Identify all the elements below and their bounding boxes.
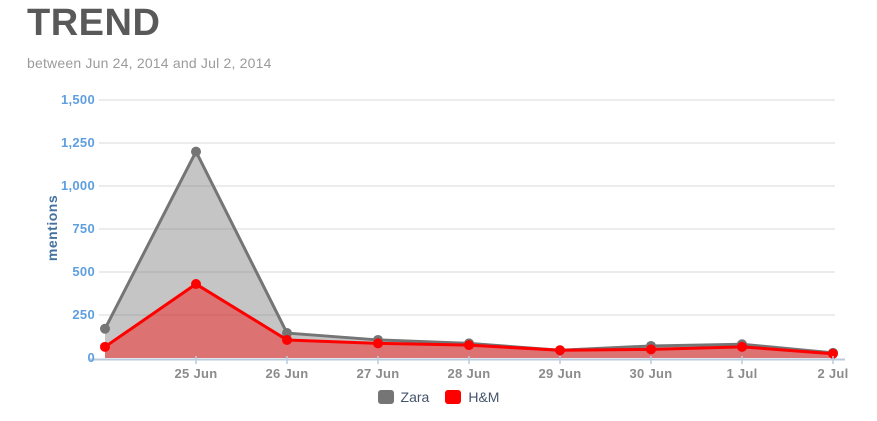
x-tick-label-29jun: 29 Jun xyxy=(538,366,582,381)
y-tick-label-1500: 1,500 xyxy=(60,92,95,107)
date-range-subtitle: between Jun 24, 2014 and Jul 2, 2014 xyxy=(27,55,272,71)
point-hm-27jun[interactable] xyxy=(373,338,383,349)
point-zara-26jun[interactable] xyxy=(282,328,292,339)
y-tick-label-1000: 1,000 xyxy=(60,178,95,193)
x-tick-label-2jul: 2 Jul xyxy=(817,366,849,381)
legend-swatch-zara xyxy=(377,390,394,404)
point-zara-24jun[interactable] xyxy=(100,323,110,334)
x-tick-label-25jun: 25 Jun xyxy=(174,366,218,381)
legend-item-hm[interactable]: H&M xyxy=(445,389,499,405)
area-hm xyxy=(105,284,833,358)
x-tick-label-28jun: 28 Jun xyxy=(447,366,491,381)
point-hm-29jun[interactable] xyxy=(555,345,565,356)
point-hm-2jul[interactable] xyxy=(828,348,838,359)
point-hm-28jun[interactable] xyxy=(464,340,474,351)
x-tick-label-27jun: 27 Jun xyxy=(356,366,400,381)
legend-label-hm: H&M xyxy=(468,389,500,405)
y-tick-label-0: 0 xyxy=(87,350,95,365)
point-hm-24jun[interactable] xyxy=(100,341,110,352)
area-zara xyxy=(105,151,833,358)
point-zara-25jun[interactable] xyxy=(191,146,201,157)
point-hm-30jun[interactable] xyxy=(646,344,656,355)
point-hm-1jul[interactable] xyxy=(737,341,747,352)
x-tick-label-26jun: 26 Jun xyxy=(265,366,309,381)
legend-item-zara[interactable]: Zara xyxy=(377,389,430,405)
y-tick-label-500: 500 xyxy=(72,264,95,279)
legend-swatch-hm xyxy=(445,390,462,404)
y-tick-label-1250: 1,250 xyxy=(60,135,95,150)
chart-legend: Zara H&M xyxy=(0,389,877,405)
legend-label-zara: Zara xyxy=(400,389,430,405)
page-title: TREND xyxy=(27,2,161,44)
y-tick-label-250: 250 xyxy=(72,307,95,322)
point-hm-26jun[interactable] xyxy=(282,334,292,345)
point-hm-25jun[interactable] xyxy=(191,279,201,290)
y-tick-label-750: 750 xyxy=(72,221,95,236)
x-tick-label-30jun: 30 Jun xyxy=(629,366,673,381)
x-tick-label-1jul: 1 Jul xyxy=(726,366,758,381)
